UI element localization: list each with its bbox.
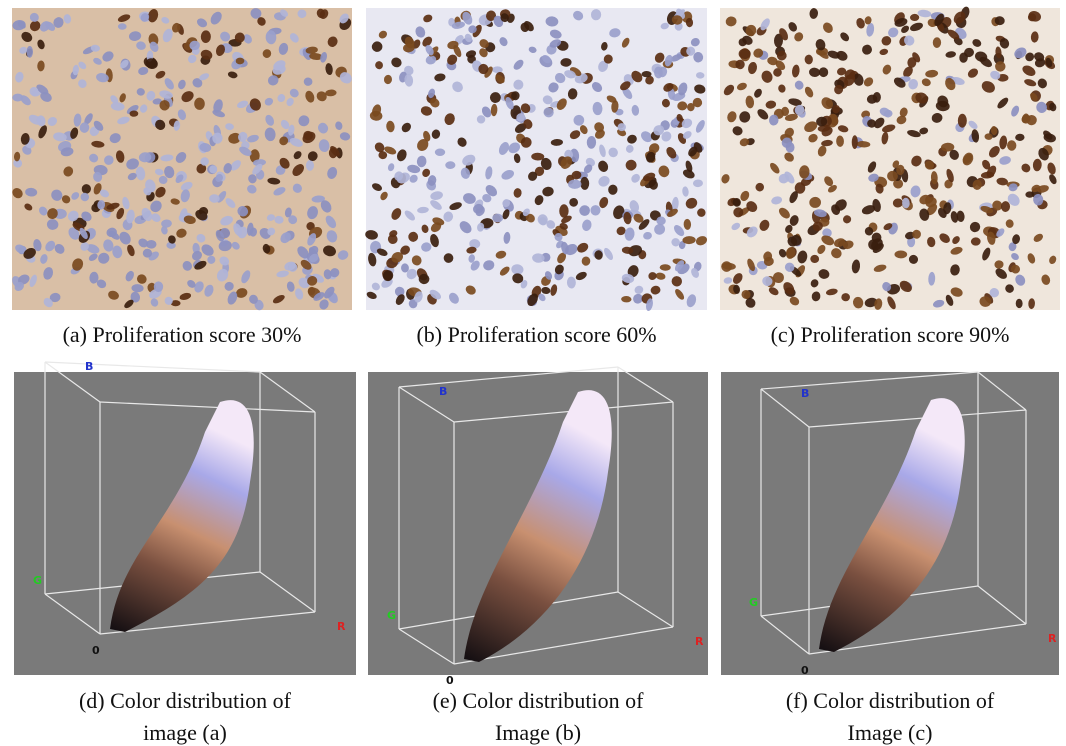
nucleus — [435, 149, 445, 156]
caption: (e) Color distribution of — [433, 688, 644, 713]
caption: (f) Color distribution of — [786, 688, 995, 713]
axis-label-origin: 0 — [446, 674, 454, 687]
nucleus — [306, 160, 314, 171]
nucleus — [568, 180, 581, 189]
caption: (b) Proliferation score 60% — [416, 322, 656, 347]
color-plot: B G R 0 — [721, 372, 1059, 677]
axis-label-origin: 0 — [92, 644, 100, 657]
figure: (a) Proliferation score 30% (b) Prolifera… — [0, 0, 1066, 746]
caption: (c) Proliferation score 90% — [771, 322, 1010, 347]
cube-edge — [45, 362, 260, 372]
axis-label-b: B — [801, 387, 809, 400]
axis-label-origin: 0 — [801, 664, 809, 677]
axis-label-r: R — [337, 620, 346, 633]
caption: image (a) — [143, 720, 227, 745]
axis-label-b: B — [85, 360, 93, 373]
tissue-image — [10, 6, 354, 311]
axis-label-g: G — [749, 596, 758, 609]
axis-label-r: R — [1048, 632, 1057, 645]
nucleus — [739, 49, 751, 60]
nucleus — [641, 71, 651, 77]
nucleus — [304, 77, 313, 86]
caption: (d) Color distribution of — [79, 688, 292, 713]
nucleus — [26, 46, 33, 58]
color-plot: B G R 0 — [368, 367, 708, 687]
nucleus — [130, 110, 139, 116]
caption: Image (c) — [848, 720, 933, 745]
axis-label-g: G — [387, 609, 396, 622]
axis-label-g: G — [33, 574, 42, 587]
caption: (a) Proliferation score 30% — [63, 322, 302, 347]
axis-label-b: B — [439, 385, 447, 398]
axis-label-r: R — [695, 635, 704, 648]
caption: Image (b) — [495, 720, 581, 745]
tissue-image — [719, 6, 1060, 311]
color-plot: B G R 0 — [14, 360, 356, 675]
nucleus — [958, 114, 967, 128]
tissue-image — [364, 7, 708, 312]
